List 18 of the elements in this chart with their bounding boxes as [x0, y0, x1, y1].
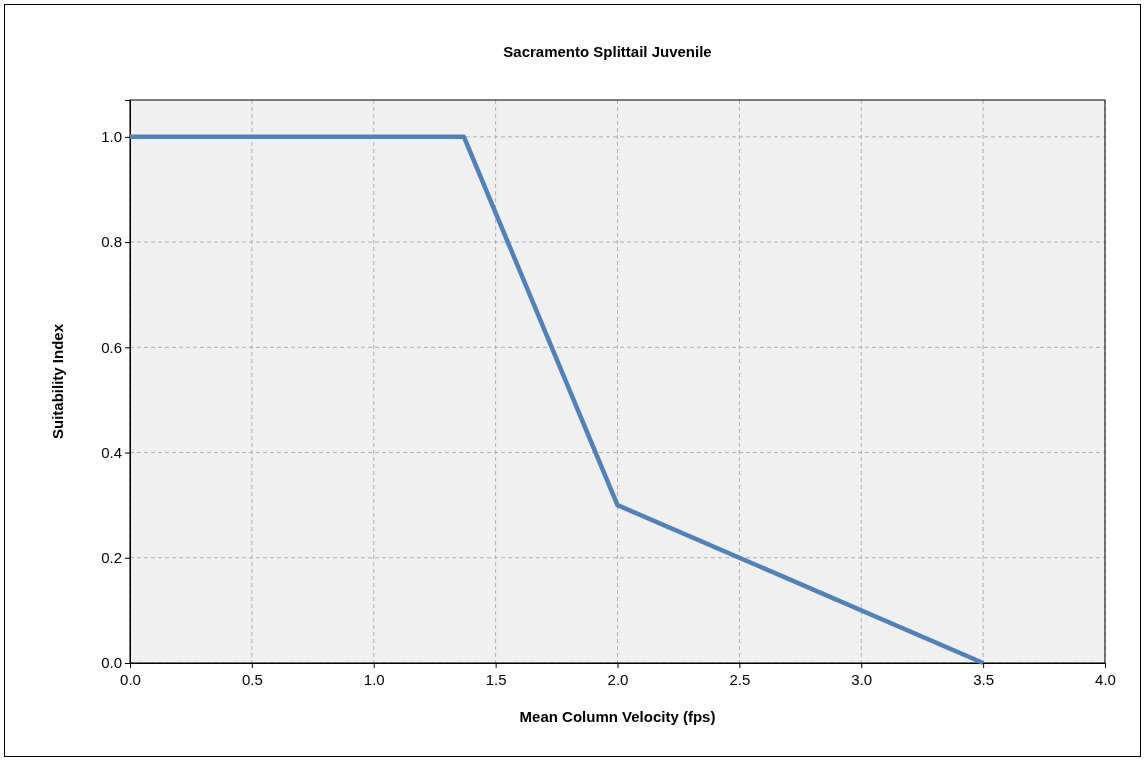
y-tick-label: 1.0	[101, 128, 122, 146]
y-tick-label: 0.4	[101, 443, 122, 461]
x-tick-label: 3.5	[973, 670, 995, 688]
x-tick-label: 0.5	[241, 670, 263, 688]
x-tick-label: 1.5	[485, 670, 507, 688]
x-tick-label: 1.0	[363, 670, 385, 688]
y-tick-label: 0.2	[101, 549, 122, 567]
x-tick-label: 3.0	[851, 670, 873, 688]
x-tick-label: 4.0	[1095, 670, 1116, 688]
y-tick-label: 0.8	[101, 233, 122, 251]
x-axis-title: Mean Column Velocity (fps)	[519, 708, 716, 725]
x-tick-label: 2.5	[729, 670, 751, 688]
x-tick-label: 2.0	[607, 670, 629, 688]
chart-title: Sacramento Splittail Juvenile	[503, 43, 712, 60]
y-axis-title: Suitability Index	[49, 323, 66, 440]
x-tick-label: 0.0	[120, 670, 141, 688]
y-tick-label: 0.0	[101, 654, 122, 672]
y-tick-label: 0.6	[101, 338, 122, 356]
